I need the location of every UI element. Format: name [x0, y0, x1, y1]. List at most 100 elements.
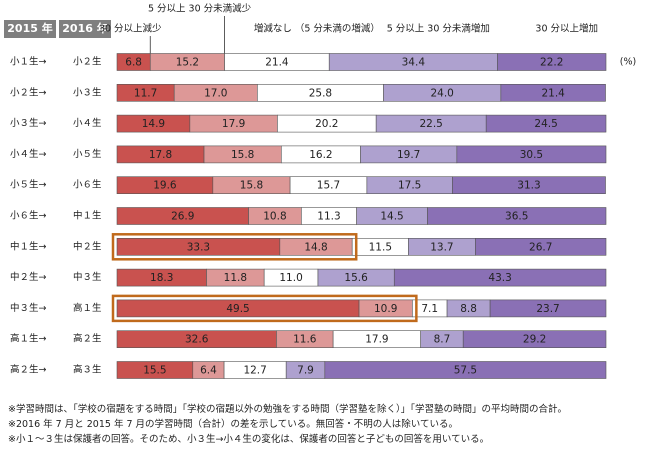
- bar-value-label: 10.9: [374, 303, 397, 315]
- bar-segment-increase-30plus: [489, 299, 607, 318]
- row-label-to: 小５生: [73, 148, 102, 160]
- bar-value-label: 31.3: [517, 180, 540, 192]
- bar-segment-increase-30plus: [393, 268, 607, 287]
- highlight-box: [111, 233, 358, 261]
- bar-value-label: 11.0: [279, 272, 302, 284]
- bar-value-label: 20.2: [315, 118, 338, 130]
- row-label-from: 高２生→: [10, 364, 47, 376]
- bar-value-label: 17.8: [149, 149, 172, 161]
- bar-segment-increase-30plus: [497, 53, 607, 71]
- bar-segment-increase-30plus: [462, 330, 607, 349]
- bar-value-label: 11.5: [369, 241, 392, 253]
- bar-value-label: 10.8: [263, 211, 286, 223]
- bar-value-label: 8.8: [460, 303, 477, 315]
- bar-value-label: 22.2: [540, 57, 563, 69]
- bar-value-label: 34.4: [402, 57, 426, 69]
- bar-value-label: 21.4: [265, 57, 289, 69]
- legend-label-no-change: 増減なし （5 分未満の増減）: [254, 23, 380, 35]
- unit-label: (%): [620, 57, 636, 68]
- row-label-to: 高１生: [73, 302, 102, 314]
- row-label-to: 中２生: [73, 240, 102, 252]
- bar-segment-increase-30plus: [500, 84, 606, 102]
- bar-value-label: 36.5: [505, 211, 528, 223]
- bar-value-label: 43.3: [488, 272, 511, 284]
- footnote-3: ※小１～３生は保護者の回答。そのため、小３生→小４生の変化は、保護者の回答と子ど…: [8, 434, 490, 445]
- highlight-box: [111, 294, 418, 323]
- row-label-from: 中１生→: [10, 240, 47, 252]
- row-label-from: 小１生→: [10, 56, 47, 68]
- row-label-to: 小４生: [73, 117, 102, 129]
- bar-value-label: 19.7: [397, 149, 420, 161]
- row-label-to: 小２生: [73, 56, 102, 68]
- bar-value-label: 17.5: [398, 180, 421, 192]
- bar-value-label: 57.5: [454, 365, 477, 377]
- bar-value-label: 15.6: [344, 272, 368, 284]
- bar-value-label: 17.0: [204, 87, 227, 99]
- bar-segment-increase-30plus: [324, 361, 607, 379]
- legend-label-decrease-5to30: 5 分以上 30 分未満減少: [148, 3, 252, 15]
- row-label-from: 中２生→: [10, 271, 47, 283]
- bar-value-label: 15.8: [231, 149, 254, 161]
- year-to-badge: 2016 年: [59, 20, 111, 38]
- row-label-from: 小５生→: [10, 179, 47, 191]
- bar-value-label: 49.5: [226, 303, 249, 315]
- bar-value-label: 6.4: [200, 365, 217, 377]
- bar-value-label: 33.3: [187, 241, 210, 253]
- row-label-from: 小６生→: [10, 210, 47, 222]
- bar-value-label: 16.2: [309, 149, 332, 161]
- bar-segment-increase-30plus: [475, 238, 607, 256]
- bar-value-label: 30.5: [520, 149, 543, 161]
- legend-label-decrease-30plus: 30 分以上減少: [99, 23, 162, 35]
- year-from-badge: 2015 年: [4, 20, 56, 38]
- bar-value-label: 11.7: [134, 87, 157, 99]
- row-label-to: 中３生: [73, 271, 102, 283]
- bar-value-label: 7.9: [297, 365, 314, 377]
- bar-value-label: 22.5: [419, 118, 442, 130]
- bar-value-label: 12.7: [243, 365, 266, 377]
- row-label-to: 小３生: [73, 86, 102, 98]
- bar-value-label: 32.6: [185, 334, 209, 346]
- row-label-to: 中１生: [73, 210, 102, 222]
- bar-value-label: 6.8: [125, 57, 142, 69]
- bar-value-label: 8.7: [434, 334, 451, 346]
- bar-value-label: 15.5: [143, 365, 166, 377]
- bar-value-label: 15.7: [317, 180, 340, 192]
- bar-value-label: 15.2: [176, 57, 199, 69]
- bar-value-label: 11.8: [224, 272, 247, 284]
- bar-value-label: 24.5: [534, 118, 557, 130]
- bar-value-label: 18.3: [150, 272, 173, 284]
- bar-value-label: 7.1: [421, 303, 438, 315]
- bar-value-label: 11.6: [293, 334, 317, 346]
- footnote-1: ※学習時間は、「学校の宿題をする時間」「学校の宿題以外の勉強をする時間（学習塾を…: [8, 404, 567, 415]
- row-label-from: 小２生→: [10, 86, 47, 98]
- bar-value-label: 14.5: [380, 211, 403, 223]
- bar-value-label: 25.8: [309, 87, 332, 99]
- row-label-from: 中３生→: [10, 302, 47, 314]
- row-label-from: 高１生→: [10, 333, 47, 345]
- row-label-to: 高３生: [73, 364, 102, 376]
- bar-value-label: 11.3: [317, 211, 340, 223]
- bar-value-label: 29.2: [523, 334, 546, 346]
- bar-value-label: 17.9: [365, 334, 388, 346]
- bar-value-label: 15.8: [240, 180, 263, 192]
- legend-label-increase-5to30: 5 分以上 30 分未満増加: [387, 23, 490, 35]
- row-label-from: 小４生→: [10, 148, 47, 160]
- bar-value-label: 19.6: [153, 180, 177, 192]
- bar-value-label: 24.0: [430, 87, 453, 99]
- bar-value-label: 23.7: [536, 303, 559, 315]
- bar-value-label: 21.4: [541, 87, 565, 99]
- bar-segment-increase-30plus: [427, 207, 607, 225]
- bar-value-label: 26.9: [171, 211, 194, 223]
- bar-value-label: 26.7: [529, 241, 552, 253]
- bar-value-label: 17.9: [222, 118, 245, 130]
- bar-value-label: 14.9: [142, 118, 165, 130]
- footnote-2: ※2016 年 7 月と 2015 年 7 月の学習時間（合計）の差を示している…: [8, 419, 458, 430]
- footnotes: ※学習時間は、「学校の宿題をする時間」「学校の宿題以外の勉強をする時間（学習塾を…: [8, 402, 648, 447]
- bar-segment-increase-30plus: [456, 145, 607, 164]
- bar-value-label: 14.8: [304, 241, 327, 253]
- row-label-to: 小６生: [73, 179, 102, 191]
- row-label-to: 高２生: [73, 333, 102, 345]
- bar-segment-increase-30plus: [452, 176, 606, 194]
- bar-value-label: 13.7: [430, 241, 453, 253]
